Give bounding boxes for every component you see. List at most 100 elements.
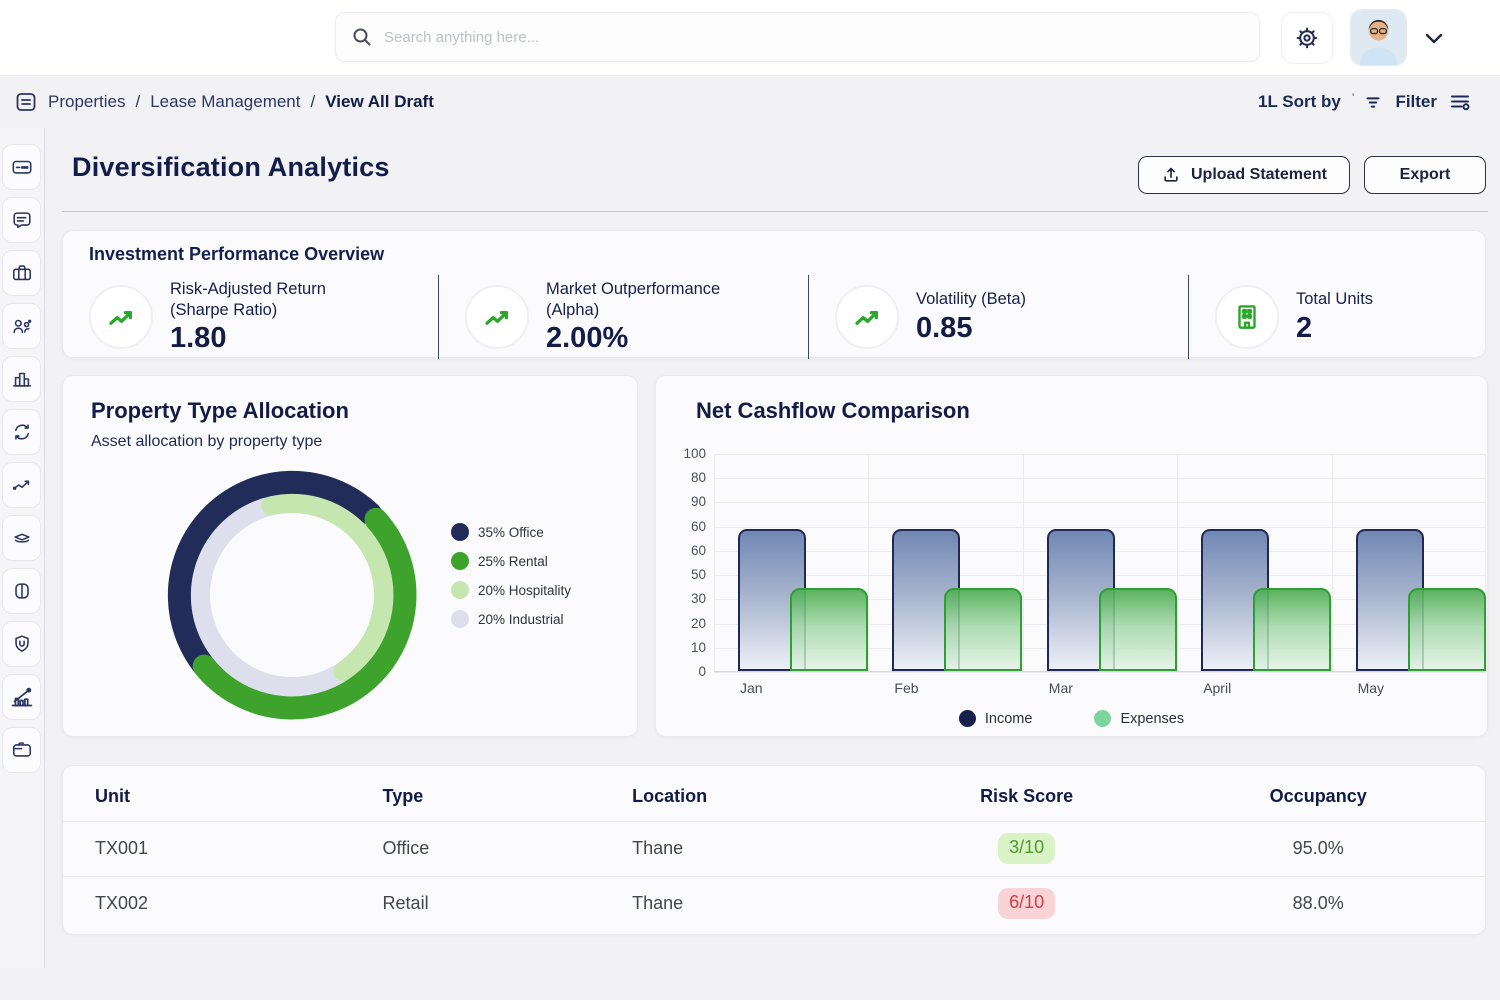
legend-label: 35% Office [478, 524, 544, 540]
property-type-allocation-card: Property Type Allocation Asset allocatio… [62, 375, 638, 737]
trend-up-icon [485, 311, 508, 325]
kpi-grid: Risk-Adjusted Return (Sharpe Ratio) 1.80… [63, 275, 1485, 359]
x-axis-label: Mar [1048, 680, 1073, 696]
risk-score-badge: 6/10 [998, 888, 1056, 919]
page-title: Diversification Analytics [72, 152, 390, 182]
search-icon [353, 28, 371, 46]
search-box[interactable] [335, 12, 1260, 62]
users-icon [12, 319, 31, 334]
wallet-icon [12, 742, 31, 757]
expense-bar[interactable] [790, 588, 868, 671]
breadcrumb-properties[interactable]: Properties [48, 92, 126, 111]
legend-dot [451, 523, 469, 541]
kpi-value: 2.00% [546, 322, 629, 355]
user-avatar[interactable] [1350, 9, 1407, 66]
note-icon [16, 93, 36, 111]
funnel-icon[interactable] [1362, 91, 1384, 113]
net-cashflow-card: Net Cashflow Comparison 100 80 90 60 60 50 30 2… [655, 375, 1488, 737]
briefcase-icon [12, 265, 31, 281]
kpi-total-units: Total Units 2 [1188, 275, 1485, 359]
units-table-card: Unit Type Location Risk Score Occupancy … [62, 765, 1486, 935]
legend-label: 20% Hospitality [478, 582, 572, 598]
legend-item: Expenses [1094, 710, 1184, 727]
kpi-label: Total Units [1296, 290, 1374, 309]
filter-list-icon[interactable] [1448, 90, 1472, 114]
sidebar-item-payments[interactable] [2, 144, 41, 190]
legend-item: Income [958, 710, 1032, 727]
header-divider [62, 211, 1488, 212]
kpi-label: (Sharpe Ratio) [170, 300, 278, 319]
legend-dot [451, 552, 469, 570]
list-toolbar: 1L Sort by ʹ Filter [1258, 90, 1472, 114]
kpi-value: 2 [1296, 311, 1313, 344]
export-button[interactable]: Export [1364, 156, 1486, 194]
cell-location: Thane [632, 876, 902, 931]
col-header-type: Type [382, 786, 424, 806]
y-axis-tick: 20 [690, 615, 706, 631]
sidebar-item-insurance[interactable] [2, 621, 41, 667]
legend-dot [451, 581, 469, 599]
legend-item-rental: 25% Rental [451, 551, 571, 571]
risk-score-badge: 3/10 [998, 833, 1056, 864]
expense-bar[interactable] [1407, 588, 1486, 671]
kpi-icon-circle [89, 285, 153, 349]
breadcrumb-separator: / [310, 92, 316, 111]
trend-up-icon [109, 311, 132, 325]
kpi-value: 0.85 [916, 311, 973, 344]
breadcrumb-current: View All Draft [325, 92, 434, 111]
sidebar-item-security[interactable] [2, 568, 41, 614]
sort-by-button[interactable]: 1L Sort by [1257, 92, 1341, 111]
legend-label: 25% Rental [478, 553, 548, 569]
expense-bar[interactable] [944, 588, 1023, 671]
layers-icon [13, 533, 30, 543]
y-axis-tick: 100 [683, 446, 706, 461]
table-row[interactable]: TX001 Office Thane 3/10 95.0% [63, 821, 1485, 877]
sidebar-item-layers[interactable] [2, 515, 41, 561]
sidebar-item-performance[interactable] [2, 462, 41, 508]
upload-icon [1164, 167, 1178, 182]
x-axis-label: April [1203, 680, 1232, 696]
col-header-location: Location [632, 786, 708, 806]
donut-chart[interactable] [152, 455, 432, 735]
bar-chart-plot[interactable] [714, 454, 1486, 673]
trend-up-icon [855, 311, 878, 325]
expense-bar[interactable] [1253, 588, 1332, 671]
y-axis-tick: 80 [690, 470, 706, 486]
settings-button[interactable] [1281, 12, 1333, 64]
legend-dot [451, 610, 469, 628]
cell-occupancy: 95.0% [1151, 821, 1485, 877]
sidebar-item-wallet[interactable] [2, 727, 41, 773]
legend-label: 20% Industrial [478, 611, 564, 627]
sidebar-item-documents[interactable] [2, 197, 41, 243]
chevron-down-icon [1425, 33, 1443, 43]
sidebar-item-tenants[interactable] [2, 303, 41, 349]
sidebar-item-portfolio[interactable] [2, 250, 41, 296]
top-bar [0, 0, 1500, 76]
y-axis: 100 80 90 60 60 50 30 20 10 0 [664, 446, 706, 679]
cell-unit: TX001 [63, 821, 383, 877]
x-axis: Jan Feb Mar April May [714, 680, 1486, 700]
expense-bar[interactable] [1098, 588, 1177, 671]
cell-type: Office [382, 821, 633, 877]
kpi-label: Risk-Adjusted Return [170, 279, 326, 298]
avatar-image [1351, 10, 1406, 65]
cell-type: Retail [382, 876, 633, 931]
filter-button[interactable]: Filter [1395, 92, 1437, 111]
kpi-sharpe-ratio: Risk-Adjusted Return (Sharpe Ratio) 1.80 [63, 275, 438, 359]
breadcrumb-lease-management[interactable]: Lease Management [150, 92, 301, 111]
cell-occupancy: 88.0% [1151, 876, 1485, 931]
kpi-beta: Volatility (Beta) 0.85 [808, 275, 1188, 359]
cell-location: Thane [632, 821, 902, 877]
kpi-label: (Alpha) [546, 300, 600, 319]
sidebar-item-analytics[interactable] [2, 356, 41, 402]
document-lines-icon [12, 212, 31, 229]
table-row[interactable]: TX002 Retail Thane 6/10 88.0% [63, 876, 1485, 931]
search-input[interactable] [384, 28, 1243, 46]
account-menu-chevron[interactable] [1421, 28, 1447, 48]
upload-statement-button[interactable]: Upload Statement [1138, 156, 1350, 194]
kpi-icon-circle [1215, 285, 1279, 349]
y-axis-tick: 10 [690, 639, 706, 655]
sidebar-item-sync[interactable] [2, 409, 41, 455]
sidebar-item-growth[interactable] [2, 674, 41, 720]
col-header-occupancy: Occupancy [1269, 786, 1367, 806]
